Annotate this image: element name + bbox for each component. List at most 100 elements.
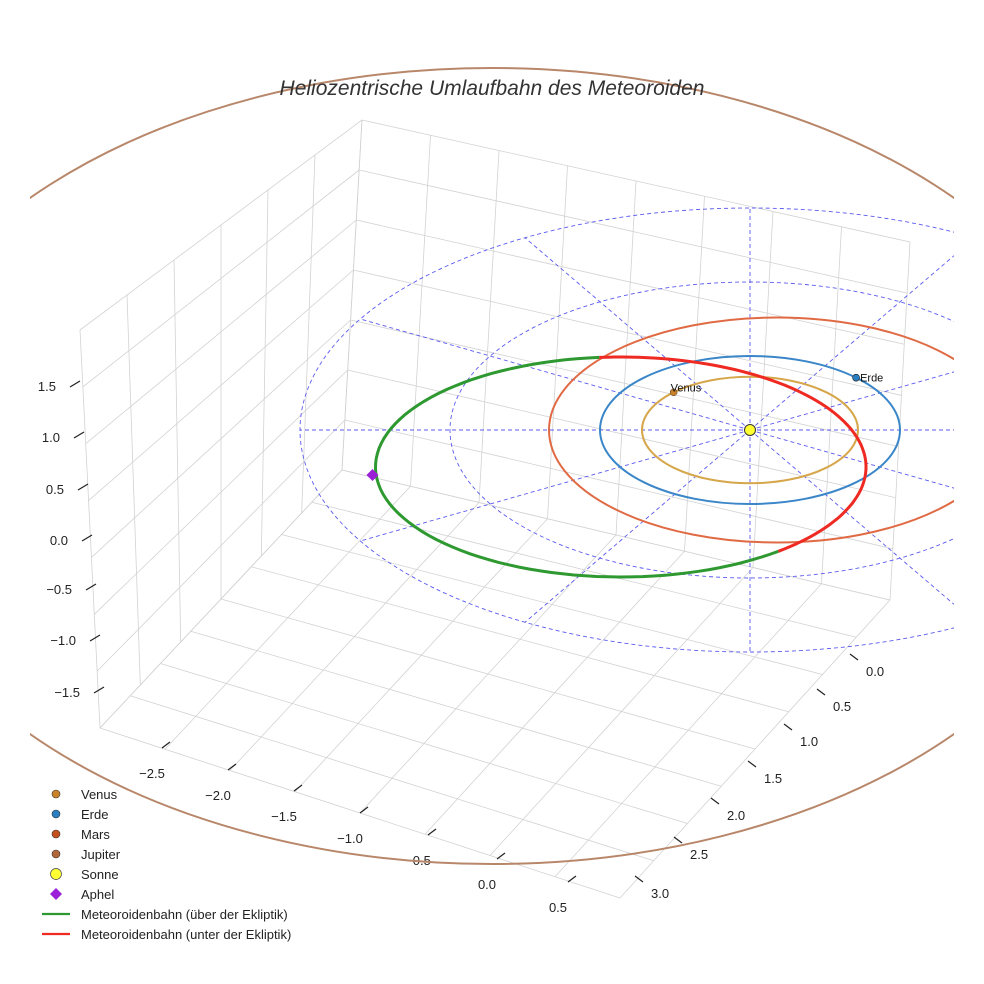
legend-label: Meteoroidenbahn (unter der Ekliptik) xyxy=(81,927,291,942)
x-tick-mark xyxy=(427,828,437,836)
reference-spoke xyxy=(360,318,751,431)
z-tick-label: 0.0 xyxy=(50,533,68,548)
y-tick-mark xyxy=(710,797,720,805)
legend-symbol xyxy=(51,809,61,819)
y-tick-label: 2.5 xyxy=(690,847,708,862)
z-tick-mark xyxy=(93,686,105,694)
floor-gridline xyxy=(229,502,480,771)
y-tick-mark xyxy=(747,760,757,768)
x-tick-mark xyxy=(227,763,237,771)
y-tick-mark xyxy=(816,688,826,696)
wall-gridline-vertical xyxy=(410,135,431,487)
x-tick-label: −2.0 xyxy=(205,788,231,803)
x-tick-mark xyxy=(359,806,369,814)
wall-gridline-horizontal xyxy=(344,419,893,550)
legend-label: Venus xyxy=(81,787,118,802)
planet-orbit-erde xyxy=(599,355,901,505)
y-tick-label: 1.0 xyxy=(800,734,818,749)
legend-item: Sonne xyxy=(50,867,119,882)
orbit-markers: Venus Erde xyxy=(366,373,883,481)
z-tick-mark xyxy=(85,583,97,591)
y-tick-label: 1.5 xyxy=(764,771,782,786)
x-tick-label: 0.0 xyxy=(478,877,496,892)
reference-spoke xyxy=(749,429,954,605)
wall-gridline-vertical xyxy=(301,154,316,514)
y-tick-mark xyxy=(849,653,859,661)
legend-item: Aphel xyxy=(50,887,114,902)
wall-gridline-vertical xyxy=(260,189,269,557)
wall-gridline-horizontal xyxy=(356,219,905,345)
wall-gridline-vertical xyxy=(341,119,363,471)
wall-gridline-vertical xyxy=(478,150,500,503)
z-tick-mark xyxy=(73,431,85,439)
reference-spoke xyxy=(360,429,751,542)
y-tick-label: 0.5 xyxy=(833,699,851,714)
z-tick-label: 1.5 xyxy=(38,379,56,394)
wall-gridline-vertical xyxy=(821,226,842,584)
wall-gridline-horizontal xyxy=(96,419,346,672)
legend-item: Venus xyxy=(51,787,118,802)
planet-orbit-jupiter xyxy=(30,67,954,865)
aphelion-marker xyxy=(366,469,379,481)
reference-spoke xyxy=(749,255,954,431)
legend-label: Sonne xyxy=(81,867,119,882)
wall-gridline-vertical xyxy=(79,329,101,729)
venus-label: Venus xyxy=(671,382,702,394)
venus-marker xyxy=(669,388,678,397)
legend-label: Aphel xyxy=(81,887,114,902)
legend-label: Mars xyxy=(81,827,110,842)
earth-marker xyxy=(852,373,860,382)
z-tick-mark xyxy=(69,380,81,388)
legend-item: Jupiter xyxy=(51,847,121,862)
meteoroid-orbit-above xyxy=(373,355,779,579)
legend-symbol xyxy=(51,829,61,839)
wall-gridline-vertical xyxy=(752,211,774,568)
z-tick-label: 1.0 xyxy=(42,430,60,445)
floor-gridline xyxy=(424,550,685,835)
legend-symbol xyxy=(50,868,62,880)
wall-gridline-vertical xyxy=(173,259,182,643)
chart-title: Heliozentrische Umlaufbahn des Meteoroid… xyxy=(280,77,705,100)
reference-spoke xyxy=(749,429,954,489)
legend-item: Meteoroidenbahn (über der Ekliptik) xyxy=(42,907,288,922)
legend-item: Mars xyxy=(51,827,110,842)
floor-gridline xyxy=(164,485,411,750)
axes-panes xyxy=(79,119,911,899)
wall-gridline-horizontal xyxy=(79,119,363,331)
wall-gridline-horizontal xyxy=(359,169,908,294)
z-tick-label: −0.5 xyxy=(46,582,72,597)
wall-gridline-horizontal xyxy=(85,219,357,445)
x-tick-mark xyxy=(161,741,171,749)
floor-gridline xyxy=(99,469,343,729)
planet-orbit-mars xyxy=(548,316,954,544)
floor-gridline xyxy=(619,599,891,899)
wall-gridline-horizontal xyxy=(353,269,902,396)
x-tick-label: −2.5 xyxy=(139,766,165,781)
floor-gridline xyxy=(294,518,548,793)
z-tick-mark xyxy=(77,483,89,491)
legend-item: Erde xyxy=(51,807,108,822)
legend-symbol xyxy=(51,789,61,799)
wall-gridline-vertical xyxy=(889,241,911,601)
wall-gridline-horizontal xyxy=(82,169,360,388)
legend-symbol xyxy=(50,888,62,900)
y-tick-mark xyxy=(634,875,644,883)
x-tick-label: −1.0 xyxy=(337,831,363,846)
wall-gridline-horizontal xyxy=(94,369,348,615)
meteoroid-orbit-below xyxy=(599,355,868,553)
legend-item: Meteoroidenbahn (unter der Ekliptik) xyxy=(42,927,291,942)
planet-orbit-venus xyxy=(641,375,859,485)
y-tick-label: 0.0 xyxy=(866,664,884,679)
x-tick-mark xyxy=(293,784,303,792)
wall-gridline-horizontal xyxy=(350,319,899,447)
z-tick-label: −1.5 xyxy=(54,685,80,700)
reference-spoke xyxy=(524,237,751,431)
wall-gridline-horizontal xyxy=(347,369,896,499)
legend-label: Erde xyxy=(81,807,108,822)
wall-gridline-vertical xyxy=(547,165,568,519)
legend-label: Meteoroidenbahn (über der Ekliptik) xyxy=(81,907,288,922)
legend-label: Jupiter xyxy=(81,847,121,862)
x-tick-label: −1.5 xyxy=(271,809,297,824)
earth-label: Erde xyxy=(860,373,883,385)
